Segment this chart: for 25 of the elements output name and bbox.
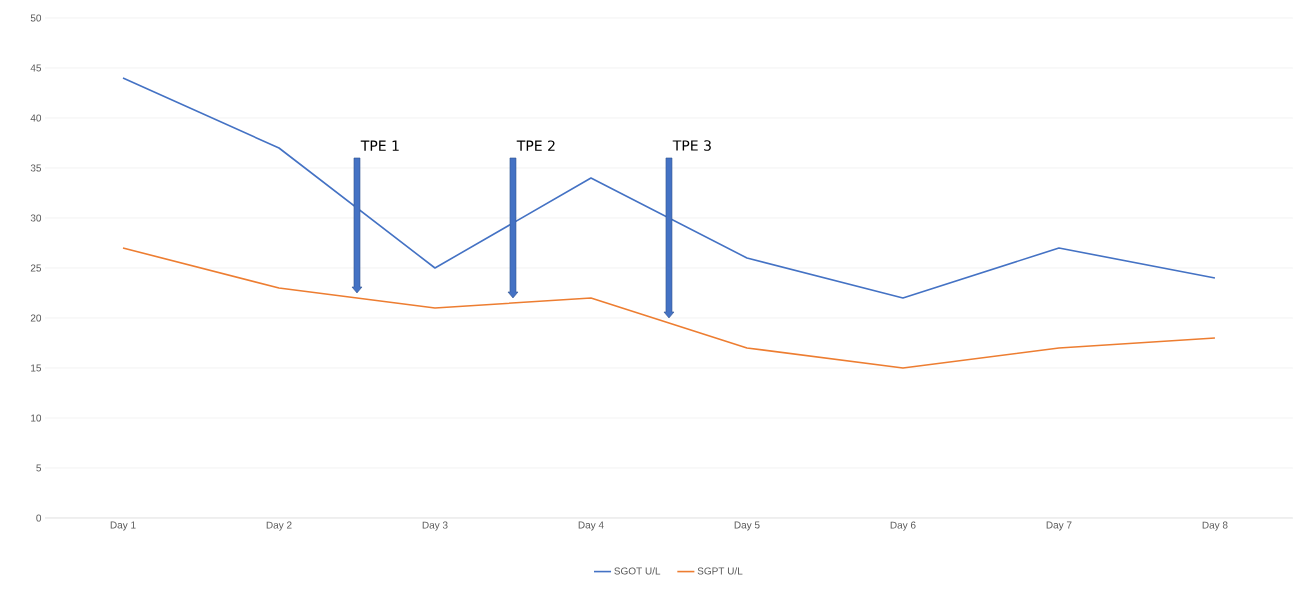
y-tick-label: 5	[36, 464, 42, 472]
y-tick-label: 35	[30, 164, 42, 172]
y-tick-label: 30	[30, 214, 42, 222]
annotation: TPE 3	[672, 140, 711, 151]
y-tick-label: 50	[30, 14, 42, 22]
annotation: TPE 2	[516, 140, 555, 151]
y-tick-label: 25	[30, 264, 42, 272]
y-tick-label: 40	[30, 114, 42, 122]
x-tick-label: Day 2	[266, 521, 292, 531]
x-tick-label: Day 6	[890, 521, 916, 531]
legend-label: SGPT U/L	[697, 567, 743, 575]
x-tick-label: Day 4	[578, 521, 604, 531]
x-tick-label: Day 5	[734, 521, 760, 531]
line-series	[122, 247, 1216, 369]
y-tick-label: 20	[30, 314, 42, 322]
y-tick-label: 45	[30, 64, 42, 72]
y-tick-label: 0	[36, 514, 42, 522]
x-tick-label: Day 1	[110, 521, 136, 531]
x-tick-label: Day 3	[422, 521, 448, 531]
y-tick-label: 10	[31, 414, 42, 422]
legend-label: SGOT U/L	[614, 567, 661, 575]
y-tick-label: 15	[31, 364, 42, 372]
x-tick-label: Day 8	[1202, 521, 1228, 531]
annotation: TPE 1	[360, 140, 399, 151]
x-tick-label: Day 7	[1046, 521, 1072, 531]
